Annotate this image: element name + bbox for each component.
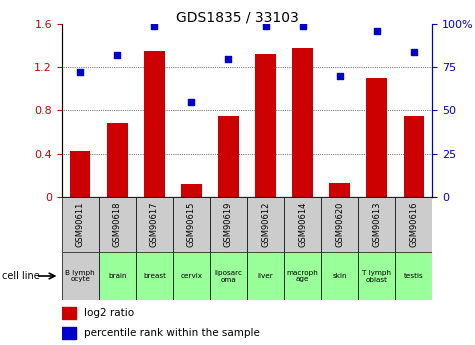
Bar (144, 51, 164, 197)
Bar (367, 78, 387, 197)
Text: cell line: cell line (2, 271, 40, 281)
Point (76, 70, 84, 75)
FancyBboxPatch shape (395, 252, 432, 300)
FancyBboxPatch shape (395, 197, 432, 252)
Text: GDS1835 / 33103: GDS1835 / 33103 (176, 10, 299, 24)
Text: log2 ratio: log2 ratio (84, 308, 134, 318)
Bar (181, 184, 201, 197)
Text: GSM90612: GSM90612 (261, 201, 270, 247)
FancyBboxPatch shape (136, 197, 173, 252)
FancyBboxPatch shape (99, 197, 136, 252)
FancyBboxPatch shape (247, 197, 284, 252)
Text: T lymph
oblast: T lymph oblast (362, 269, 391, 283)
Text: B lymph
ocyte: B lymph ocyte (66, 269, 95, 283)
FancyBboxPatch shape (358, 197, 395, 252)
Text: GSM90618: GSM90618 (113, 201, 122, 247)
FancyBboxPatch shape (136, 252, 173, 300)
FancyBboxPatch shape (99, 252, 136, 300)
Point (188, 99, 195, 105)
Text: GSM90611: GSM90611 (76, 201, 85, 247)
Text: liver: liver (257, 273, 274, 279)
Text: testis: testis (404, 273, 424, 279)
FancyBboxPatch shape (284, 252, 321, 300)
FancyBboxPatch shape (62, 252, 99, 300)
Text: skin: skin (332, 273, 347, 279)
Point (373, 28, 380, 34)
Text: GSM90613: GSM90613 (372, 201, 381, 247)
Text: GSM90619: GSM90619 (224, 201, 233, 247)
FancyBboxPatch shape (62, 197, 99, 252)
Point (114, 52, 121, 58)
Text: GSM90617: GSM90617 (150, 201, 159, 247)
Point (410, 49, 418, 55)
Bar (62, 327, 76, 339)
Text: breast: breast (143, 273, 166, 279)
FancyBboxPatch shape (321, 252, 358, 300)
Text: liposarc
oma: liposarc oma (215, 269, 242, 283)
Text: percentile rank within the sample: percentile rank within the sample (84, 328, 260, 338)
Point (336, 73, 343, 79)
FancyBboxPatch shape (284, 197, 321, 252)
Text: GSM90616: GSM90616 (409, 201, 418, 247)
FancyBboxPatch shape (321, 197, 358, 252)
Text: GSM90615: GSM90615 (187, 201, 196, 247)
Text: macroph
age: macroph age (287, 269, 318, 283)
Text: brain: brain (108, 273, 126, 279)
Bar (256, 54, 276, 197)
Bar (404, 116, 424, 197)
FancyBboxPatch shape (358, 252, 395, 300)
Bar (70, 151, 90, 197)
FancyBboxPatch shape (210, 197, 247, 252)
Point (225, 56, 232, 61)
FancyBboxPatch shape (173, 252, 210, 300)
Bar (218, 116, 238, 197)
FancyBboxPatch shape (173, 197, 210, 252)
Point (151, 23, 158, 29)
Bar (293, 48, 313, 197)
FancyBboxPatch shape (210, 252, 247, 300)
Bar (62, 307, 76, 319)
Text: GSM90614: GSM90614 (298, 201, 307, 247)
Text: GSM90620: GSM90620 (335, 201, 344, 247)
FancyBboxPatch shape (247, 252, 284, 300)
Text: cervix: cervix (180, 273, 202, 279)
Point (262, 23, 269, 29)
Bar (330, 183, 350, 197)
Bar (107, 124, 127, 197)
Point (299, 23, 306, 29)
